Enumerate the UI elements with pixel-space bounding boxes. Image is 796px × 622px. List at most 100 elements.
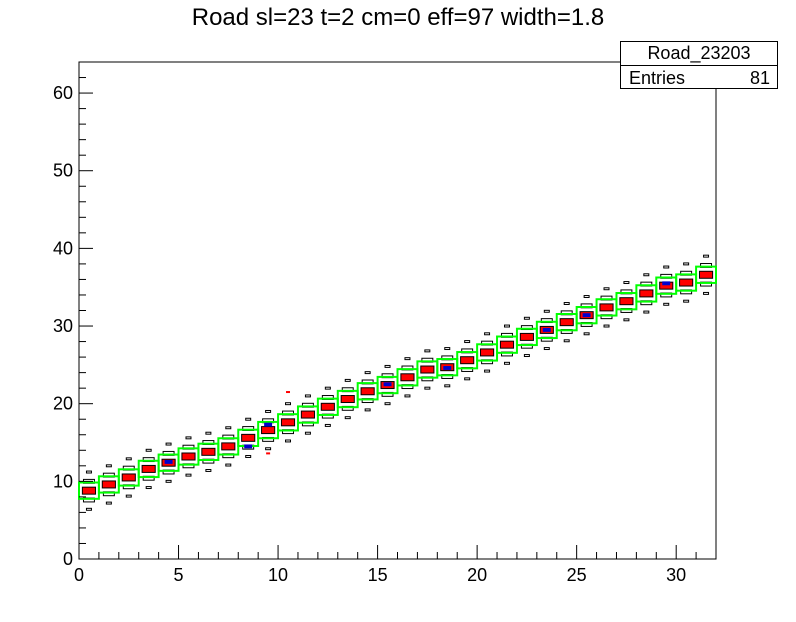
hit-bin (125, 494, 132, 498)
hit-bin (265, 409, 272, 413)
hit-bin (444, 347, 451, 351)
hit-bin (364, 408, 371, 412)
y-tick-label: 10 (53, 471, 73, 491)
hit-bin (563, 302, 570, 305)
hit-bin (105, 464, 112, 468)
hit-bin (165, 479, 172, 483)
road-center-bin (499, 340, 515, 349)
hit-bin (683, 262, 690, 266)
hit-bin (404, 394, 411, 398)
hit-bin (583, 332, 590, 336)
y-tick-label: 60 (53, 83, 73, 103)
hit-bin (324, 386, 331, 390)
hit-bin (125, 457, 132, 461)
hit-bin (543, 309, 550, 313)
road-center-bin (599, 303, 614, 312)
hit-bin (424, 349, 431, 353)
hit-bin (225, 463, 232, 467)
road-center-bin (141, 464, 156, 473)
road-center-bin (101, 480, 116, 489)
road-cell (695, 265, 717, 284)
hit-bin (643, 310, 650, 314)
hit-bin (424, 386, 431, 390)
hit-bin (404, 357, 411, 361)
road-center-bin (201, 447, 216, 456)
hit-bin (145, 486, 152, 490)
road-center-bin (420, 365, 435, 374)
hit-bin (384, 364, 391, 368)
hit-bin (265, 447, 272, 451)
hit-bin (484, 332, 491, 336)
road-center-bin (280, 418, 296, 427)
hit-bin (105, 501, 112, 505)
x-tick-label: 10 (268, 565, 288, 585)
hit-bin (285, 402, 292, 406)
blue-hit-bin (542, 327, 551, 332)
x-tick-label: 30 (666, 565, 686, 585)
hit-bin (364, 371, 371, 375)
blue-hit-bin (244, 444, 253, 449)
x-tick-label: 0 (74, 565, 84, 585)
hit-bin (145, 448, 152, 452)
road-center-bin (460, 356, 475, 365)
road-center-bin (300, 410, 315, 419)
hit-bin (603, 324, 610, 328)
hit-bin (185, 436, 192, 440)
road-center-bin (400, 373, 415, 382)
y-tick-label: 0 (63, 549, 73, 569)
hit-bin (703, 254, 710, 258)
road-center-bin (181, 452, 196, 461)
bin-layer (78, 254, 717, 511)
y-tick-label: 40 (53, 238, 73, 258)
blue-hit-bin (383, 382, 392, 387)
road-center-bin (81, 486, 97, 495)
road-center-bin (639, 289, 654, 298)
hit-bin (165, 442, 172, 446)
chart-title: Road sl=23 t=2 cm=0 eff=97 width=1.8 (191, 4, 605, 31)
hit-bin (583, 295, 590, 298)
stats-entries-value: 81 (749, 68, 770, 88)
hit-bin (643, 273, 650, 277)
hit-bin (703, 291, 710, 295)
hit-bin (344, 378, 351, 382)
y-tick-label: 30 (53, 316, 73, 336)
stats-entries-row: Entries 81 (621, 66, 777, 90)
hit-bin (683, 299, 690, 303)
hit-bin (85, 507, 92, 511)
road-center-bin (221, 442, 236, 451)
road-center-bin (241, 433, 256, 442)
x-tick-label: 20 (467, 565, 487, 585)
road-center-bin (698, 270, 714, 279)
hit-bin (623, 281, 630, 285)
hit-bin (543, 347, 550, 351)
road-center-bin (559, 318, 574, 327)
hit-bin (503, 361, 510, 365)
hit-bin (245, 455, 252, 458)
hit-bin (663, 265, 670, 269)
stats-entries-label: Entries (629, 68, 686, 88)
road-center-bin (340, 395, 355, 404)
road-center-bin (121, 473, 136, 482)
road-center-bin (679, 278, 694, 287)
road-center-bin (619, 297, 634, 306)
hit-bin (603, 287, 610, 291)
blue-hit-bin (582, 313, 591, 318)
hit-bin (663, 302, 670, 306)
blue-hit-bin (662, 281, 671, 286)
hit-bin (523, 316, 530, 320)
hit-bin (285, 439, 292, 443)
hit-bin (225, 426, 232, 430)
x-tick-label: 15 (368, 565, 388, 585)
hit-bin (563, 339, 570, 343)
hit-bin (304, 431, 311, 435)
hit-bin (324, 423, 331, 427)
blue-hit-bin (164, 459, 173, 464)
blue-hit-bin (443, 366, 452, 370)
hit-bin (304, 394, 311, 398)
hit-bin (503, 324, 510, 328)
hit-bin (185, 473, 192, 477)
hit-bin (384, 402, 391, 406)
hit-bin (205, 469, 212, 472)
stats-box: Road_23203 Entries 81 (620, 41, 778, 89)
